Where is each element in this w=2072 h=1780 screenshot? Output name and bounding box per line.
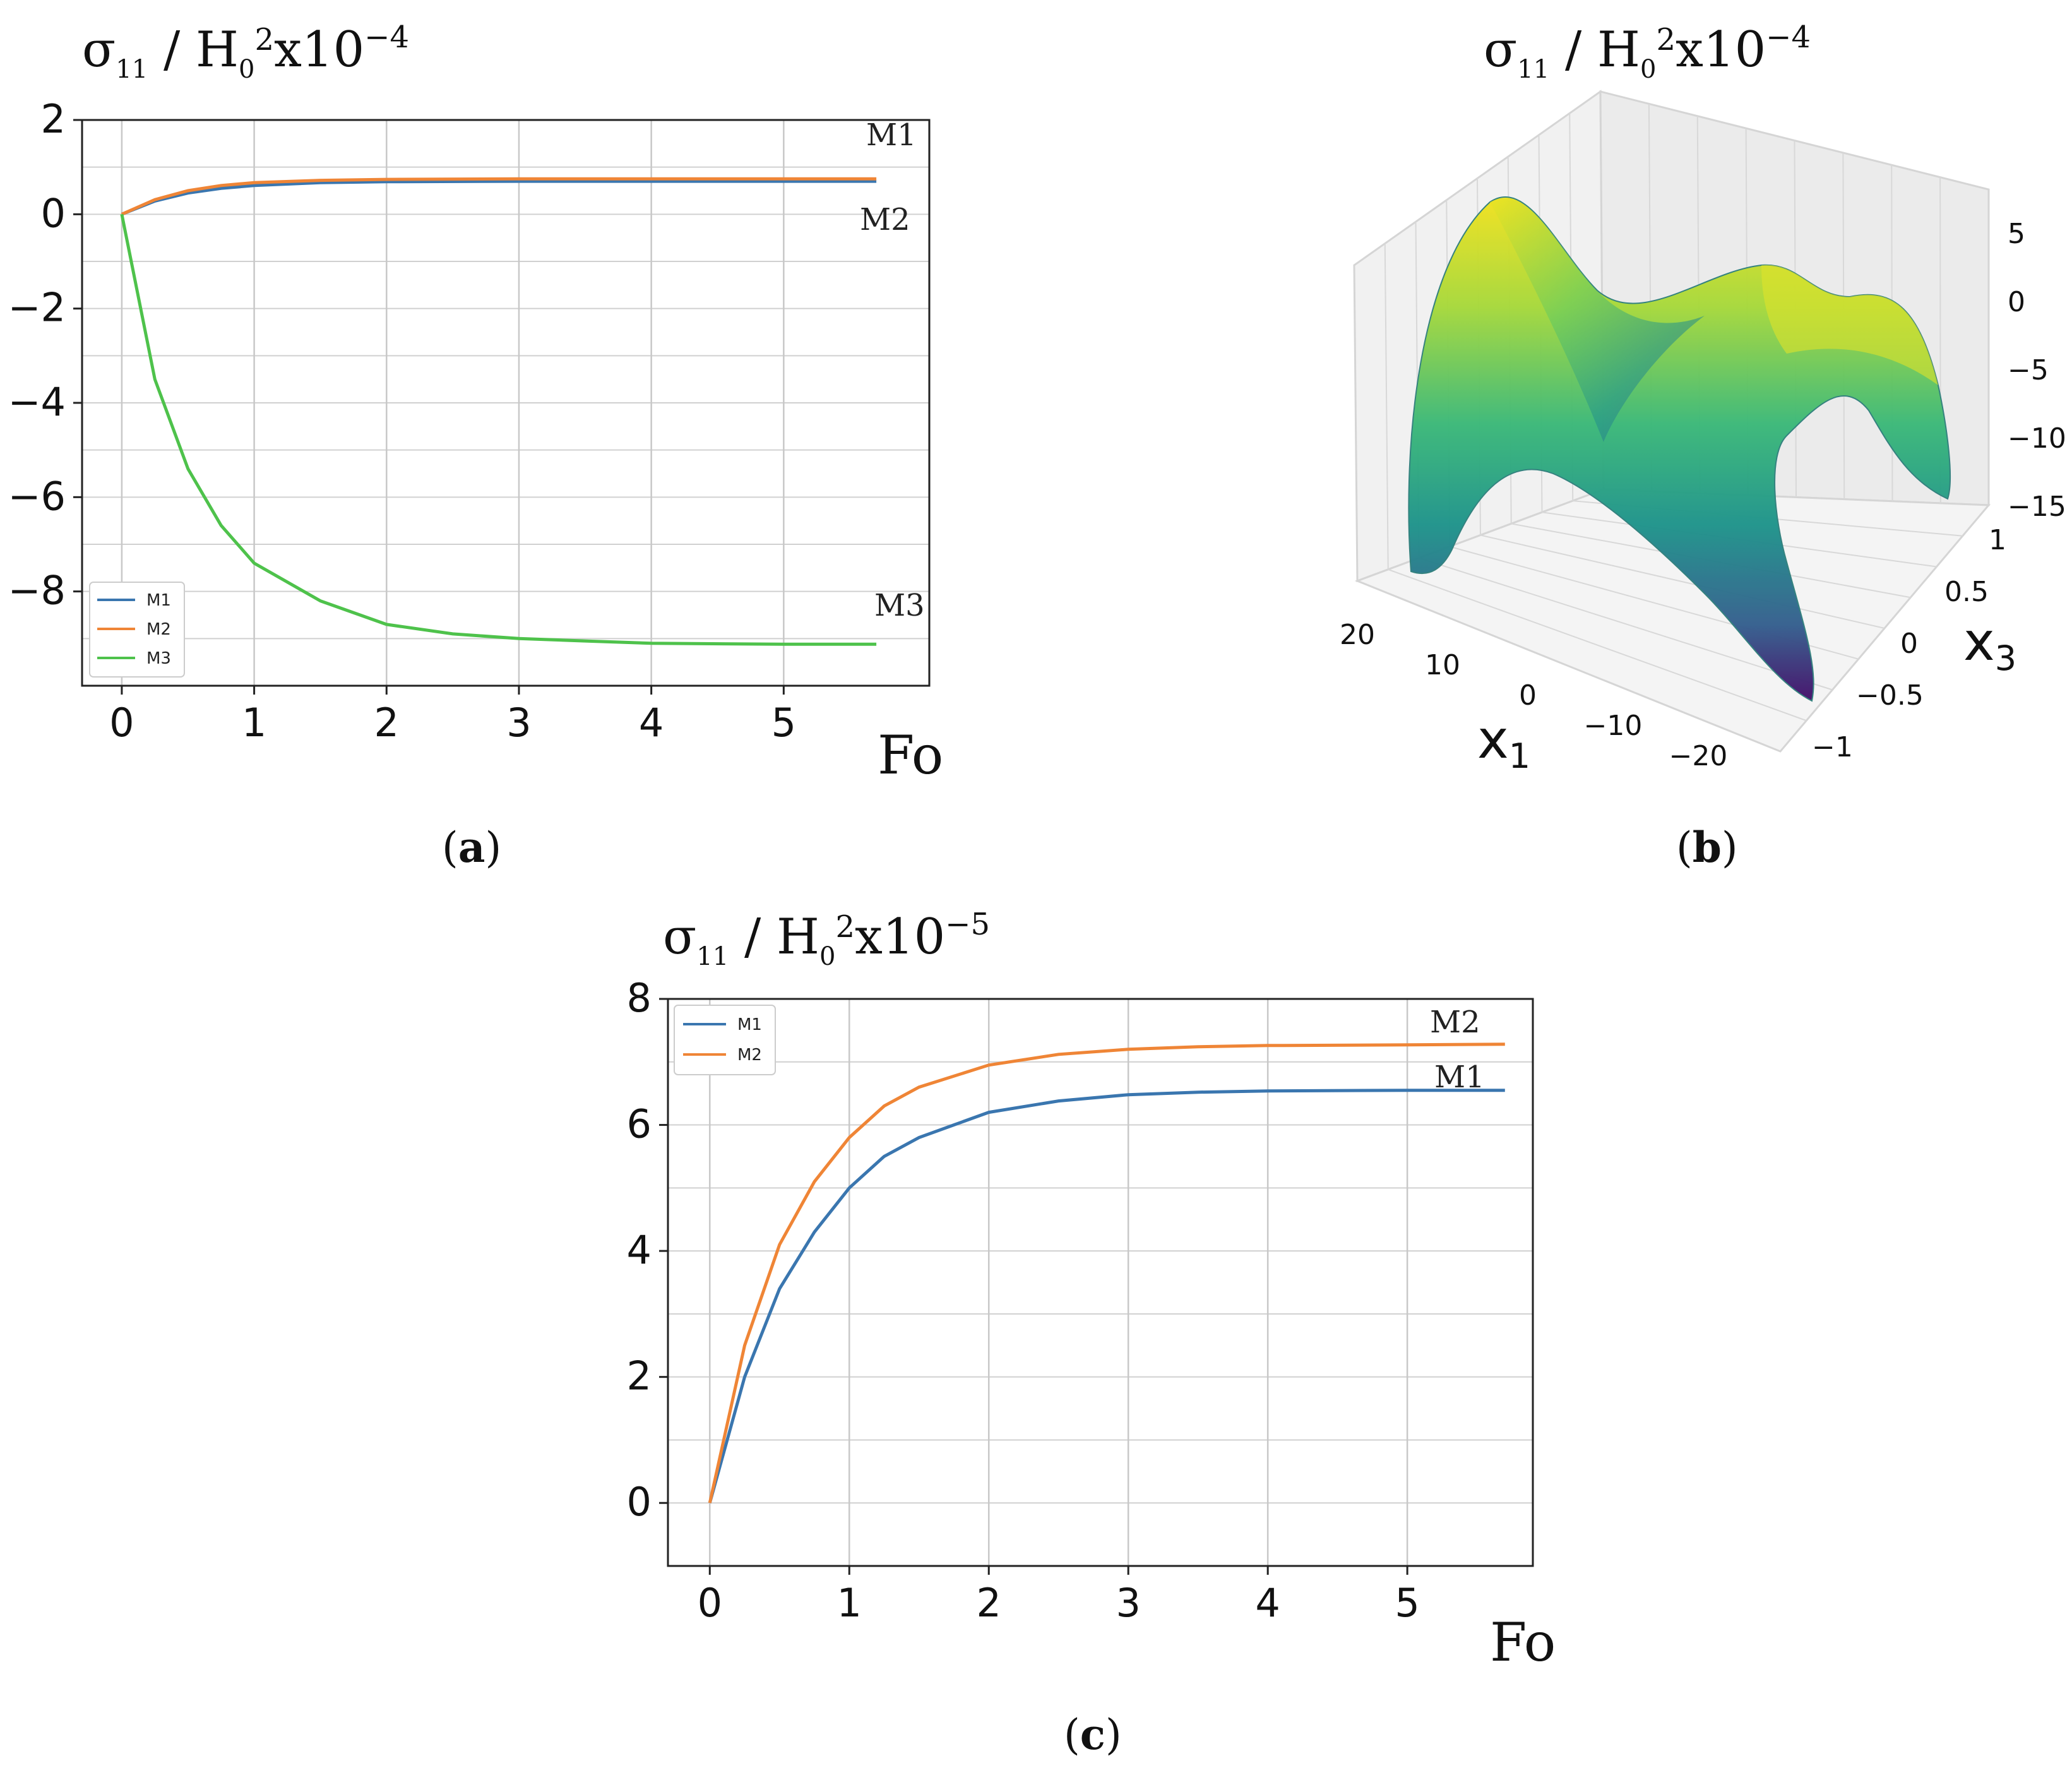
panel-b-x1-tick-label: −10 — [1584, 710, 1643, 742]
panel-b-caption: (b) — [1676, 823, 1738, 872]
panel-a-y-tick-label: −2 — [8, 285, 66, 331]
panel-c-x-tick-label: 4 — [1255, 1580, 1280, 1626]
panel-a-annotation-m1: M1 — [866, 117, 917, 153]
panel-c-annotation-m2: M2 — [1430, 1005, 1480, 1040]
panel-c-y-tick-label: 2 — [627, 1353, 652, 1399]
panel-c-series-m2 — [708, 1042, 1505, 1503]
panel-b-x1-tick-label: 10 — [1425, 649, 1460, 681]
panel-c-ticks: 0 1 2 3 4 5 8 6 4 2 0 — [627, 975, 1420, 1626]
panel-c-y-axis-label: σ11 / H02x10−5 — [663, 907, 990, 971]
panel-a-x-tick-label: 0 — [109, 700, 134, 746]
panel-b-x3-tick-label: 0.5 — [1944, 576, 1989, 608]
panel-c-series — [708, 1042, 1505, 1503]
panel-c-y-tick-label: 0 — [627, 1479, 652, 1525]
panel-a-y-axis-label: σ11 / H02x10−4 — [82, 20, 409, 84]
panel-b-x1-axis-label: x1 — [1477, 708, 1530, 776]
panel-b-floor-pane-gridline — [1388, 568, 1807, 722]
panel-a-legend-label-m2: M2 — [146, 620, 171, 639]
panel-b-z-axis-label: σ11 / H02x10−4 — [1484, 20, 1811, 84]
panel-c-x-tick-label: 5 — [1395, 1580, 1419, 1626]
panel-c-x-tick-label: 2 — [976, 1580, 1001, 1626]
panel-b-z-tick-label: 5 — [2008, 218, 2025, 250]
panel-a-ticks: 0 1 2 3 4 5 2 0 −2 −4 −6 −8 — [8, 96, 796, 746]
panel-b-x3-tick-label: −0.5 — [1856, 679, 1924, 712]
panel-b-z-tick-label: 0 — [2008, 286, 2025, 318]
panel-c-legend-label-m2: M2 — [737, 1046, 762, 1065]
panel-c-legend-box — [674, 1005, 776, 1075]
panel-c-legend: M1 M2 — [674, 1005, 776, 1075]
panel-b-ticks: 5 0 −5 −10 −15 20 10 0 −10 −20 10.5 0 −0.5−1 — [1340, 218, 2066, 772]
panel-c-x-tick-label: 0 — [698, 1580, 722, 1626]
panel-a-series-m2 — [121, 177, 877, 216]
panel-b-x3-tick-label: 1 — [1989, 524, 2006, 556]
panel-b-x1-tick-label: 0 — [1519, 679, 1537, 712]
panel-a-x-tick-label: 1 — [242, 700, 266, 746]
panel-b-x3-tick-label: 0 — [1900, 628, 1918, 660]
panel-a-legend-box — [89, 582, 185, 678]
panel-a-y-tick-label: −8 — [8, 568, 66, 614]
panel-c-y-tick-label: 4 — [627, 1227, 652, 1273]
panel-c-line-chart: σ11 / H02x10−5 0 1 2 3 4 5 8 6 4 2 0 M2 M1 M1 M2 F… — [627, 907, 1556, 1759]
panel-a-y-tick-label: 0 — [41, 190, 66, 236]
panel-c-grid — [668, 998, 1533, 1567]
panel-c-y-tick-label: 6 — [627, 1101, 652, 1147]
panel-b-floor-pane-gridline — [1480, 534, 1885, 629]
panel-a-legend-label-m3: M3 — [146, 649, 171, 668]
panel-b-x3-axis-label: x3 — [1963, 611, 2016, 678]
panel-a-legend-label-m1: M1 — [146, 591, 171, 610]
panel-b-x1-tick-label: −20 — [1669, 740, 1728, 772]
panel-c-x-tick-label: 3 — [1116, 1580, 1140, 1626]
panel-a-x-tick-label: 4 — [639, 700, 664, 746]
panel-c-x-axis-label: Fo — [1490, 1611, 1556, 1673]
panel-b-z-tick-label: −15 — [2008, 491, 2066, 523]
panel-a-x-tick-label: 5 — [771, 700, 796, 746]
panel-b-x1-tick-label: 20 — [1340, 619, 1375, 651]
panel-b-surface-plot: σ11 / H02x10−4 50−5−10−1520100−10−2010.5… — [1340, 20, 2066, 872]
panel-a-y-tick-label: 2 — [41, 96, 66, 142]
panel-a-grid — [82, 119, 929, 686]
panel-b-surface-peak — [1761, 265, 1938, 385]
panel-a-series-m3 — [120, 213, 877, 646]
panel-c-series-m1 — [708, 1089, 1505, 1503]
panel-a-series — [120, 177, 877, 646]
panel-b-x3-tick-label: −1 — [1812, 731, 1853, 763]
panel-a-y-tick-label: −6 — [8, 473, 66, 519]
panel-c-y-tick-label: 8 — [627, 975, 652, 1021]
panel-a-series-m1 — [121, 179, 877, 216]
panel-a-x-tick-label: 3 — [506, 700, 531, 746]
panel-a-caption: (a) — [442, 823, 501, 872]
panel-c-x-tick-label: 1 — [837, 1580, 862, 1626]
panel-b-z-tick-label: −10 — [2008, 422, 2066, 455]
panel-a-y-tick-label: −4 — [8, 379, 66, 425]
panel-a-x-axis-label: Fo — [878, 724, 943, 786]
panel-b-floor-pane-gridline — [1419, 557, 1833, 691]
panel-a-annotation-m3: M3 — [874, 588, 925, 623]
panel-b-floor-pane — [1354, 488, 1991, 753]
panel-a-annotation-m2: M2 — [860, 202, 910, 237]
panel-a-line-chart: σ11 / H02x10−4 0 1 2 3 4 5 2 0 −2 −4 −6 −8 M1 M2 M3… — [8, 20, 944, 872]
panel-b-left-pane-gridline — [1384, 243, 1389, 570]
panel-a-legend: M1 M2 M3 — [89, 582, 185, 678]
panel-a-x-tick-label: 2 — [374, 700, 399, 746]
panel-b-z-tick-label: −5 — [2008, 354, 2049, 386]
panel-c-plot-frame — [667, 998, 1534, 1567]
panel-c-legend-label-m1: M1 — [737, 1015, 762, 1034]
panel-c-caption: (c) — [1064, 1710, 1122, 1759]
panel-b-surface-ridge — [1490, 198, 1705, 442]
panel-c-annotation-m1: M1 — [1434, 1060, 1485, 1095]
